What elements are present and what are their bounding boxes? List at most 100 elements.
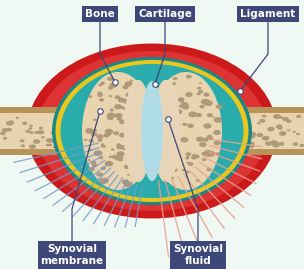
Ellipse shape: [201, 134, 207, 138]
Ellipse shape: [181, 102, 189, 108]
Ellipse shape: [270, 140, 278, 145]
Ellipse shape: [214, 116, 220, 121]
Ellipse shape: [135, 159, 142, 164]
Ellipse shape: [104, 142, 109, 145]
Ellipse shape: [120, 106, 124, 109]
Ellipse shape: [186, 142, 190, 145]
Text: Synovial
membrane: Synovial membrane: [40, 244, 104, 266]
Ellipse shape: [84, 139, 87, 141]
Ellipse shape: [20, 139, 25, 142]
Ellipse shape: [172, 121, 180, 127]
Ellipse shape: [216, 132, 224, 137]
Ellipse shape: [216, 104, 223, 109]
Ellipse shape: [287, 129, 290, 131]
Ellipse shape: [72, 114, 80, 119]
Ellipse shape: [85, 128, 94, 134]
Ellipse shape: [33, 139, 40, 144]
Ellipse shape: [100, 129, 105, 132]
Ellipse shape: [97, 91, 102, 95]
Ellipse shape: [120, 133, 126, 136]
Ellipse shape: [96, 135, 102, 139]
Ellipse shape: [59, 133, 66, 137]
Ellipse shape: [142, 89, 145, 91]
Ellipse shape: [152, 80, 180, 182]
Ellipse shape: [206, 151, 215, 157]
Ellipse shape: [96, 134, 104, 139]
Ellipse shape: [203, 119, 209, 123]
Ellipse shape: [162, 113, 166, 116]
Ellipse shape: [129, 152, 134, 156]
Ellipse shape: [114, 139, 119, 142]
Ellipse shape: [99, 156, 103, 159]
Ellipse shape: [129, 101, 135, 105]
Ellipse shape: [117, 151, 125, 157]
Ellipse shape: [181, 137, 188, 143]
Ellipse shape: [92, 141, 94, 143]
Ellipse shape: [131, 167, 134, 169]
Ellipse shape: [187, 124, 194, 128]
Ellipse shape: [6, 128, 12, 132]
Ellipse shape: [52, 57, 252, 205]
Ellipse shape: [90, 114, 96, 118]
Ellipse shape: [232, 132, 236, 134]
Ellipse shape: [158, 110, 163, 114]
Ellipse shape: [90, 119, 97, 123]
Ellipse shape: [132, 98, 138, 103]
Ellipse shape: [89, 139, 93, 142]
Ellipse shape: [61, 141, 66, 144]
Ellipse shape: [6, 121, 14, 126]
Ellipse shape: [199, 91, 202, 93]
Ellipse shape: [157, 147, 162, 151]
Ellipse shape: [135, 155, 143, 161]
Ellipse shape: [115, 95, 120, 99]
Ellipse shape: [213, 130, 221, 135]
Ellipse shape: [187, 143, 194, 147]
Ellipse shape: [152, 80, 180, 182]
Ellipse shape: [282, 117, 289, 121]
Ellipse shape: [28, 127, 32, 130]
Ellipse shape: [209, 139, 214, 143]
Ellipse shape: [208, 145, 213, 148]
Ellipse shape: [115, 113, 123, 118]
Ellipse shape: [224, 134, 229, 137]
Ellipse shape: [114, 155, 123, 161]
Ellipse shape: [126, 156, 133, 161]
Ellipse shape: [54, 141, 58, 144]
Ellipse shape: [157, 158, 166, 163]
Ellipse shape: [142, 100, 148, 103]
Ellipse shape: [127, 174, 130, 176]
Ellipse shape: [157, 119, 164, 123]
Ellipse shape: [199, 115, 202, 117]
Ellipse shape: [90, 125, 94, 127]
Ellipse shape: [195, 144, 198, 146]
Ellipse shape: [2, 128, 8, 132]
Ellipse shape: [200, 116, 205, 119]
Ellipse shape: [114, 139, 119, 142]
Ellipse shape: [60, 119, 64, 121]
Ellipse shape: [199, 105, 205, 108]
Ellipse shape: [81, 126, 87, 130]
Ellipse shape: [170, 138, 176, 143]
Ellipse shape: [159, 87, 164, 90]
Ellipse shape: [91, 132, 97, 136]
Ellipse shape: [161, 167, 168, 172]
Ellipse shape: [34, 131, 39, 134]
Ellipse shape: [172, 168, 178, 172]
Ellipse shape: [126, 92, 134, 98]
Ellipse shape: [265, 141, 272, 146]
Ellipse shape: [191, 155, 197, 160]
Ellipse shape: [61, 123, 68, 128]
Ellipse shape: [89, 132, 96, 136]
Ellipse shape: [109, 82, 118, 88]
Ellipse shape: [99, 178, 108, 184]
Ellipse shape: [195, 125, 202, 129]
Ellipse shape: [53, 146, 56, 148]
Polygon shape: [156, 113, 304, 149]
Ellipse shape: [293, 142, 298, 146]
Ellipse shape: [206, 167, 212, 171]
Ellipse shape: [164, 108, 170, 111]
Ellipse shape: [170, 136, 176, 140]
Ellipse shape: [172, 101, 178, 104]
Ellipse shape: [151, 158, 157, 162]
Ellipse shape: [83, 143, 88, 146]
